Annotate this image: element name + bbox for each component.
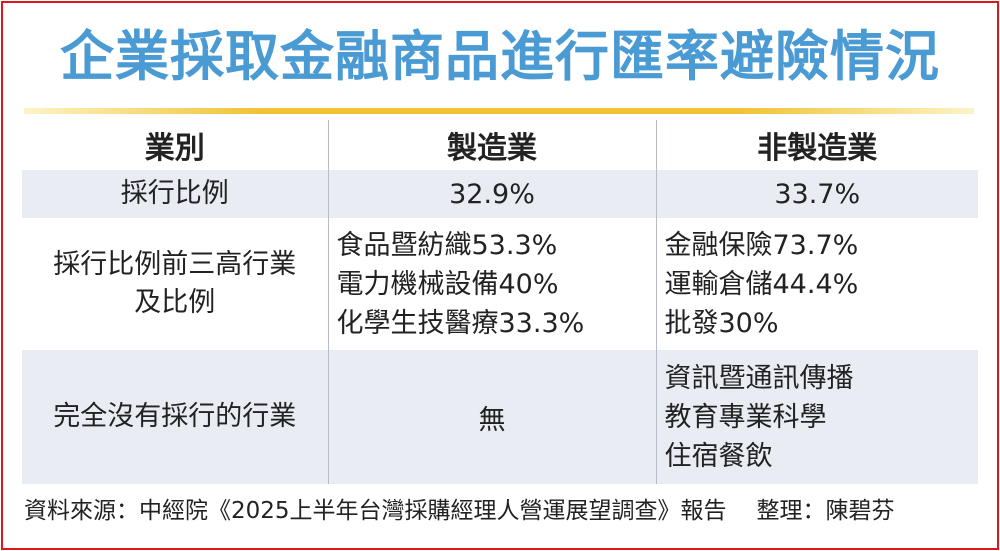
row-label-adoption-rate: 採行比例 xyxy=(22,170,328,218)
manufacturing-rate-value: 32.9% xyxy=(449,178,535,210)
list-item: 金融保險73.7% xyxy=(664,229,859,261)
list-item: 住宿餐飲 xyxy=(664,440,773,472)
source-note: 資料來源：中經院《2025上半年台灣採購經理人營運展望調查》報告 整理：陳碧芬 xyxy=(24,496,984,526)
list-item: 教育專業科學 xyxy=(664,401,827,433)
list-item: 批發30% xyxy=(664,307,779,339)
cell-non-manufacturing-rate: 33.7% xyxy=(655,170,978,218)
cell-non-manufacturing-none: 資訊暨通訊傳播 教育專業科學 住宿餐飲 xyxy=(655,350,978,484)
cell-manufacturing-top-three: 食品暨紡織53.3% 電力機械設備40% 化學生技醫療33.3% xyxy=(327,218,656,350)
manufacturing-none-value: 無 xyxy=(478,404,506,436)
cell-manufacturing-rate: 32.9% xyxy=(327,170,656,218)
cell-non-manufacturing-top-three: 金融保險73.7% 運輸倉儲44.4% 批發30% xyxy=(655,218,978,350)
list-item: 化學生技醫療33.3% xyxy=(336,307,585,339)
source-text: 資料來源：中經院《2025上半年台灣採購經理人營運展望調查》報告 xyxy=(24,498,727,524)
table-row-top-three: 採行比例前三高行業 及比例 食品暨紡織53.3% 電力機械設備40% 化學生技醫… xyxy=(22,218,978,350)
list-item: 食品暨紡織53.3% xyxy=(336,229,558,261)
list-item: 運輸倉儲44.4% xyxy=(664,268,859,300)
row-label-line: 採行比例 xyxy=(120,178,229,209)
cell-manufacturing-none: 無 xyxy=(327,350,656,484)
row-label-line: 完全沒有採行的行業 xyxy=(53,401,297,432)
row-label-line: 及比例 xyxy=(134,287,216,318)
header-industry-type: 業別 xyxy=(22,120,328,170)
table-row-adoption-rate: 採行比例 32.9% 33.7% xyxy=(22,170,978,218)
title-divider xyxy=(24,108,974,114)
non-manufacturing-rate-value: 33.7% xyxy=(774,178,861,210)
header-manufacturing: 製造業 xyxy=(327,120,656,170)
table-header-row: 業別 製造業 非製造業 xyxy=(22,120,978,170)
row-label-top-three: 採行比例前三高行業 及比例 xyxy=(22,218,328,350)
table-row-no-adoption: 完全沒有採行的行業 無 資訊暨通訊傳播 教育專業科學 住宿餐飲 xyxy=(22,350,978,484)
list-item: 電力機械設備40% xyxy=(336,268,559,300)
hedging-table: 業別 製造業 非製造業 採行比例 32.9% 33.7% 採行比例前三高行業 及… xyxy=(22,120,978,484)
row-label-line: 採行比例前三高行業 xyxy=(53,249,297,280)
header-non-manufacturing: 非製造業 xyxy=(655,120,978,170)
list-item: 資訊暨通訊傳播 xyxy=(664,362,854,394)
page-title: 企業採取金融商品進行匯率避險情況 xyxy=(60,25,940,88)
editor-credit: 整理：陳碧芬 xyxy=(756,498,895,524)
row-label-no-adoption: 完全沒有採行的行業 xyxy=(22,350,328,484)
